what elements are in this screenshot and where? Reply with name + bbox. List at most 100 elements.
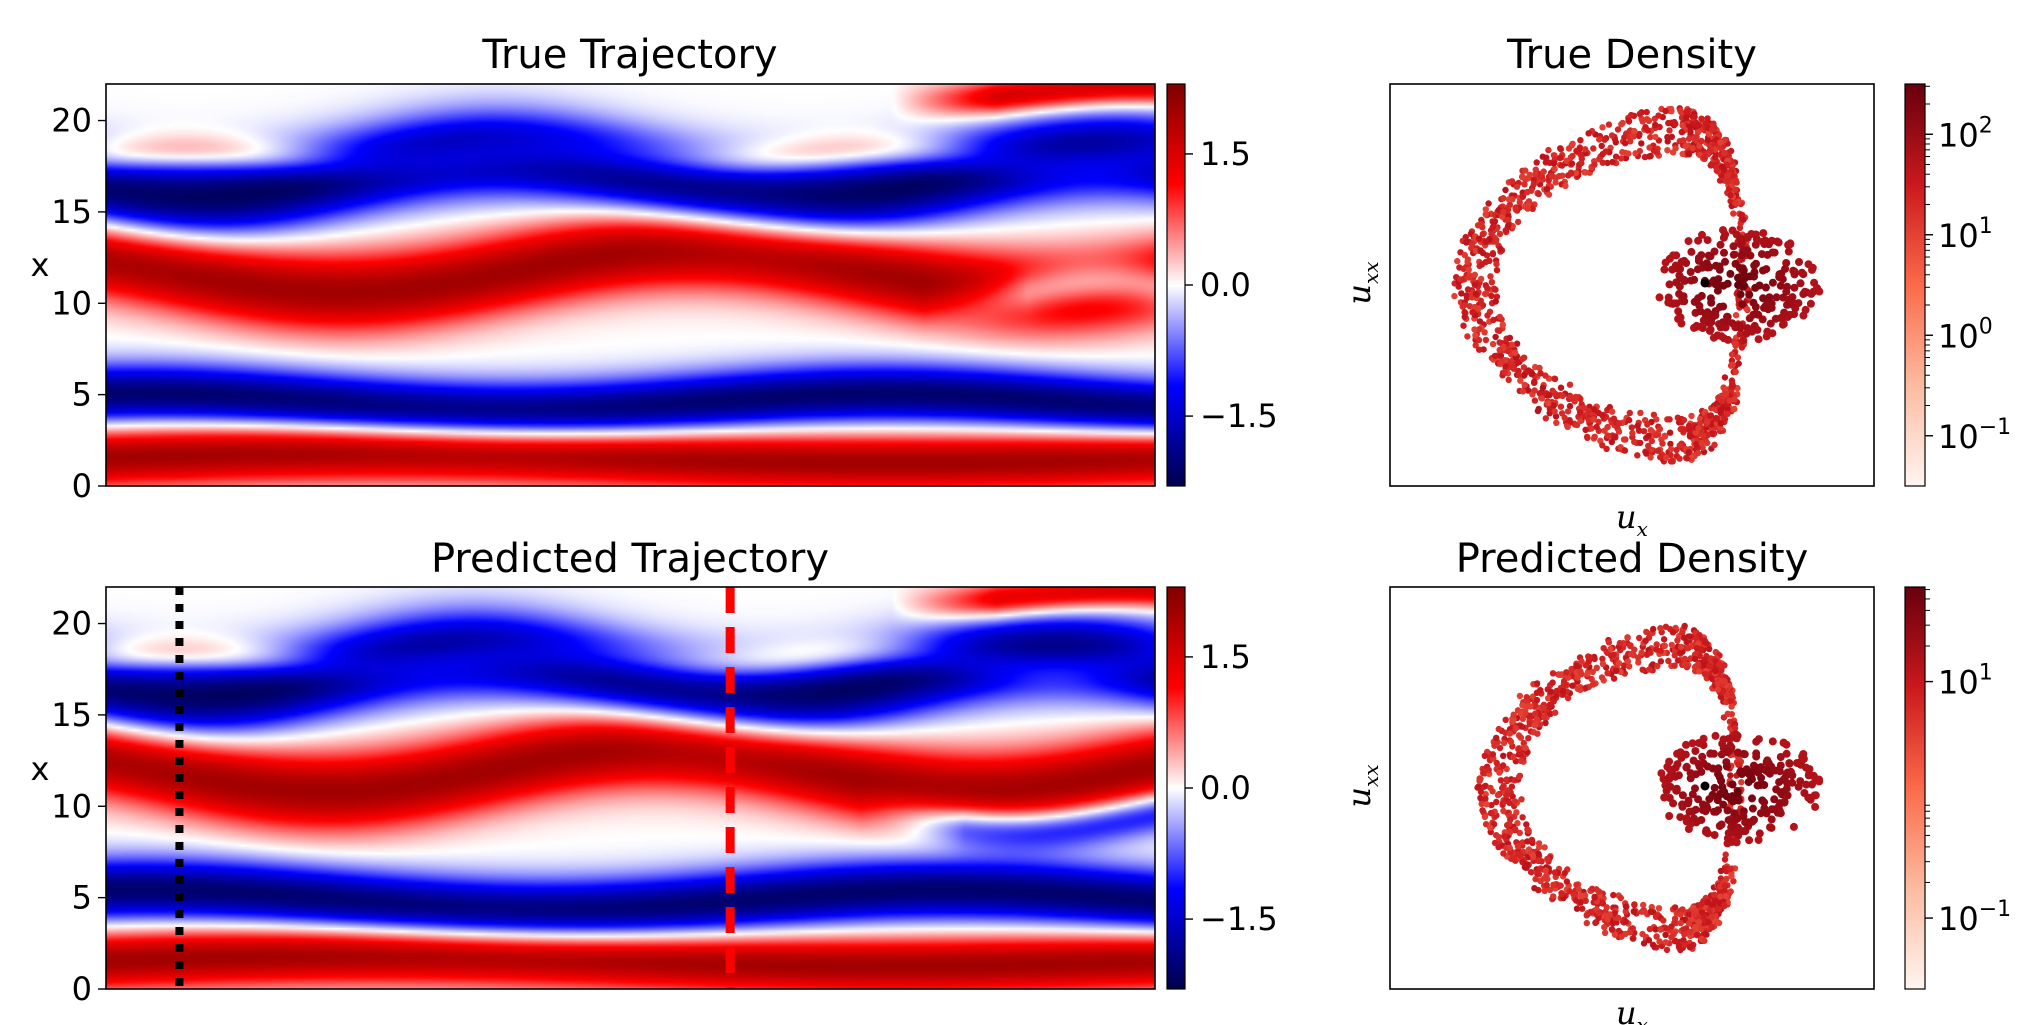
density-core-point	[1748, 804, 1757, 813]
density-point	[1681, 634, 1688, 641]
density-point	[1675, 942, 1683, 949]
density-core-point	[1688, 739, 1697, 748]
density-core-point	[1657, 769, 1666, 778]
density-core-point	[1800, 789, 1809, 797]
density-point	[1577, 668, 1584, 675]
density-core-point	[1802, 780, 1811, 789]
density-point	[1543, 185, 1551, 193]
density-point	[1492, 333, 1499, 341]
density-core-point	[1719, 281, 1728, 290]
density-point	[1477, 788, 1485, 796]
density-point	[1545, 146, 1552, 154]
density-core-point	[1771, 314, 1780, 323]
density-point	[1503, 792, 1510, 799]
density-point	[1503, 776, 1510, 783]
density-point	[1728, 351, 1736, 358]
density-point	[1525, 735, 1532, 742]
density-core-point	[1719, 800, 1728, 809]
density-point	[1489, 251, 1497, 258]
density-point	[1559, 687, 1567, 694]
density-point	[1673, 446, 1680, 454]
density-point	[1517, 377, 1524, 384]
density-point	[1717, 139, 1724, 146]
density-point	[1523, 821, 1530, 828]
density-point	[1667, 440, 1674, 448]
density-point	[1671, 118, 1678, 126]
density-core-point	[1726, 794, 1735, 803]
density-point	[1732, 199, 1739, 207]
density-point	[1505, 196, 1513, 203]
density-core-point	[1785, 759, 1794, 768]
density-point	[1605, 639, 1613, 646]
density-point	[1622, 918, 1630, 925]
density-core-point	[1706, 294, 1715, 303]
density-point	[1629, 429, 1636, 437]
density-point	[1648, 446, 1655, 454]
density-point	[1681, 931, 1688, 938]
density-point	[1464, 286, 1472, 293]
density-point	[1604, 159, 1611, 167]
density-point	[1615, 660, 1623, 667]
density-point	[1517, 710, 1524, 717]
density-point	[1521, 710, 1529, 717]
density-core-point	[1731, 815, 1740, 824]
density-point	[1500, 807, 1507, 815]
density-core-point	[1665, 812, 1674, 820]
density-core-point	[1717, 332, 1726, 341]
density-point	[1701, 637, 1709, 644]
density-point	[1460, 322, 1467, 329]
density-core-point	[1703, 236, 1712, 245]
density-point	[1698, 909, 1706, 916]
density-point	[1717, 893, 1724, 900]
density-core-point	[1760, 781, 1769, 789]
density-point	[1475, 336, 1483, 344]
density-point	[1627, 650, 1635, 658]
density-point	[1596, 136, 1603, 143]
density-core-point	[1675, 271, 1684, 280]
density-point	[1601, 924, 1608, 931]
density-core-point	[1745, 836, 1754, 845]
density-core-point	[1766, 319, 1775, 328]
density-core-point	[1665, 280, 1674, 289]
density-point	[1550, 893, 1557, 900]
density-core-point	[1731, 323, 1740, 332]
density-point	[1482, 336, 1490, 344]
density-point	[1511, 798, 1519, 805]
density-point	[1586, 653, 1593, 661]
density-point	[1527, 703, 1534, 710]
density-point	[1519, 715, 1527, 722]
density-core-point	[1737, 251, 1746, 260]
density-point	[1515, 745, 1522, 753]
tick-base: 10	[1938, 900, 1979, 938]
density-point	[1541, 844, 1548, 851]
density-core-point	[1759, 294, 1768, 303]
density-point	[1695, 122, 1702, 129]
predicted-trajectory-frame	[105, 586, 1156, 990]
density-point	[1538, 395, 1546, 402]
density-point	[1510, 754, 1517, 761]
density-point	[1458, 290, 1465, 297]
true-trajectory-title: True Trajectory	[481, 32, 777, 78]
density-point	[1545, 400, 1552, 407]
density-point	[1698, 137, 1705, 145]
density-core-point	[1714, 764, 1723, 773]
density-point	[1502, 716, 1509, 723]
density-point	[1676, 442, 1683, 449]
density-point	[1543, 881, 1550, 889]
density-point	[1667, 451, 1674, 459]
density-point	[1652, 926, 1659, 933]
density-point	[1485, 766, 1492, 774]
density-point	[1591, 655, 1598, 663]
density-point	[1671, 662, 1678, 669]
density-point	[1542, 372, 1549, 379]
density-point	[1650, 625, 1657, 633]
density-point	[1669, 629, 1677, 636]
density-point	[1552, 179, 1559, 186]
density-core-point	[1682, 740, 1690, 749]
density-core-point	[1686, 268, 1695, 276]
density-core-point	[1674, 314, 1683, 323]
density-point	[1501, 369, 1509, 376]
true-density-scatter	[1451, 105, 1824, 465]
density-point	[1512, 826, 1519, 833]
